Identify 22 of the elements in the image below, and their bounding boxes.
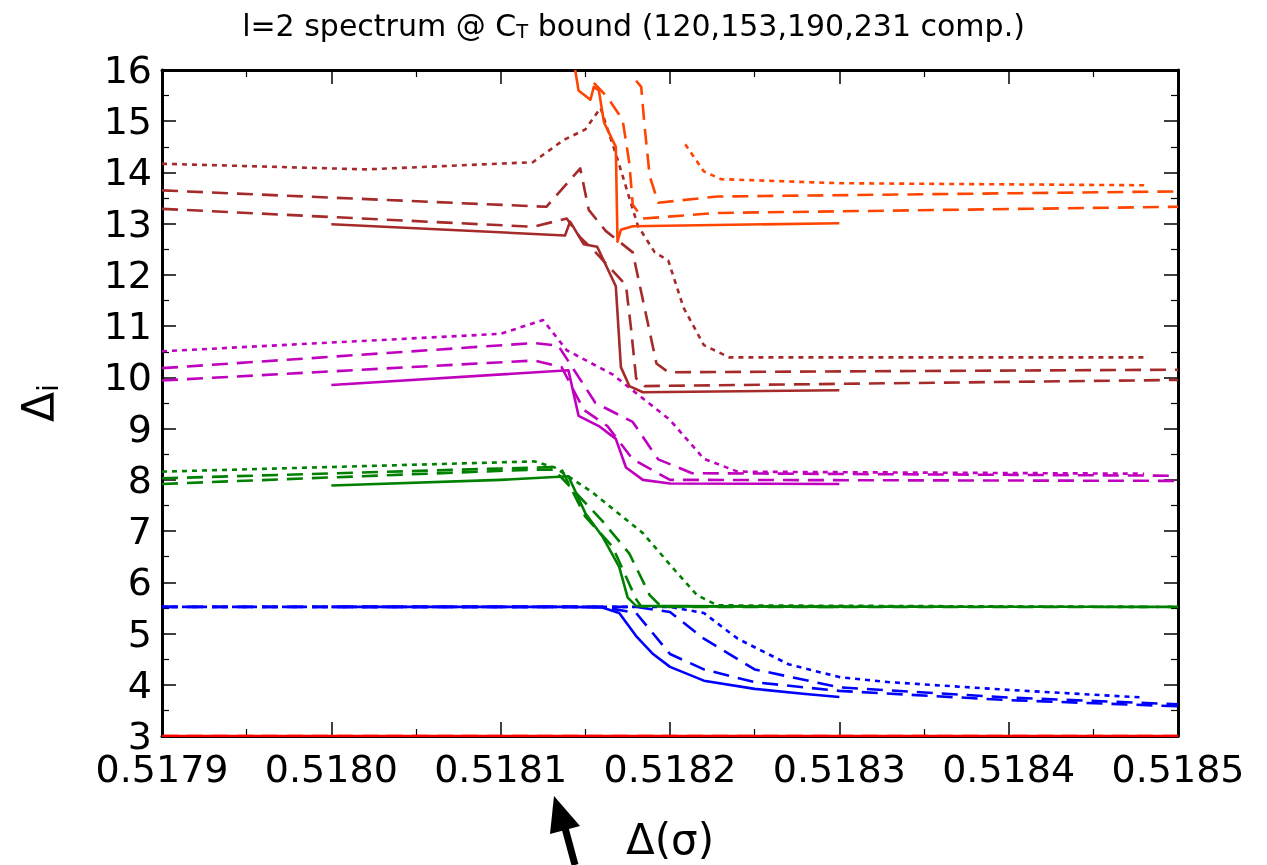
- y-tick-label: 6: [127, 560, 152, 605]
- y-tick-label: 7: [127, 509, 152, 554]
- x-tick-label: 0.5180: [264, 747, 398, 791]
- chart-title: l=2 spectrum @ CT bound (120,153,190,231 comp.): [242, 7, 1025, 43]
- x-tick-label: 0.5183: [772, 747, 906, 791]
- x-tick-label: 0.5181: [434, 747, 568, 791]
- y-tick-label: 5: [127, 611, 152, 656]
- y-tick-label: 4: [127, 662, 152, 707]
- y-tick-label: 16: [103, 48, 152, 92]
- y-tick-label: 14: [103, 150, 152, 195]
- x-tick-label: 0.5185: [1111, 747, 1245, 791]
- y-tick-label: 15: [103, 99, 152, 144]
- y-tick-label: 12: [103, 252, 152, 297]
- y-tick-label: 9: [127, 406, 152, 451]
- x-axis-title: Δ(σ): [625, 814, 715, 864]
- y-axis-title: Δi: [13, 383, 65, 423]
- y-tick-label: 8: [127, 457, 152, 502]
- y-tick-label: 13: [103, 201, 152, 246]
- x-tick-label: 0.5184: [942, 747, 1076, 791]
- y-tick-label: 10: [103, 355, 152, 400]
- x-tick-label: 0.5182: [603, 747, 737, 791]
- y-tick-label: 11: [103, 304, 152, 349]
